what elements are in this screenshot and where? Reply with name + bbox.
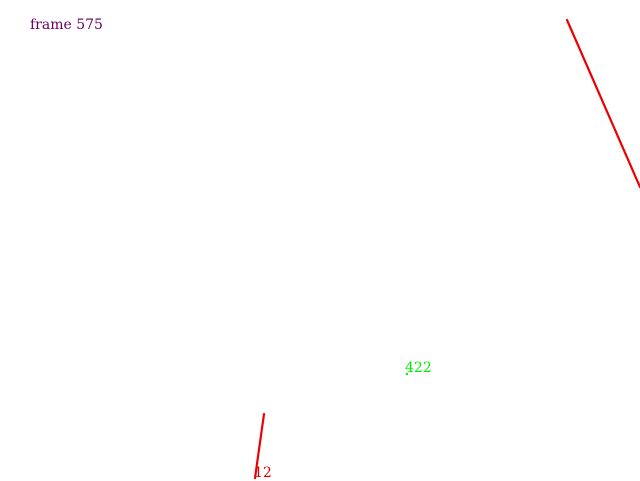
red-line-upper-right [565,18,640,189]
red-line-bottom [253,412,266,480]
green-point-marker [405,372,409,376]
point-label-green: 422 [405,360,432,376]
point-label-red: 12 [254,465,272,481]
frame-label: frame 575 [30,17,103,33]
